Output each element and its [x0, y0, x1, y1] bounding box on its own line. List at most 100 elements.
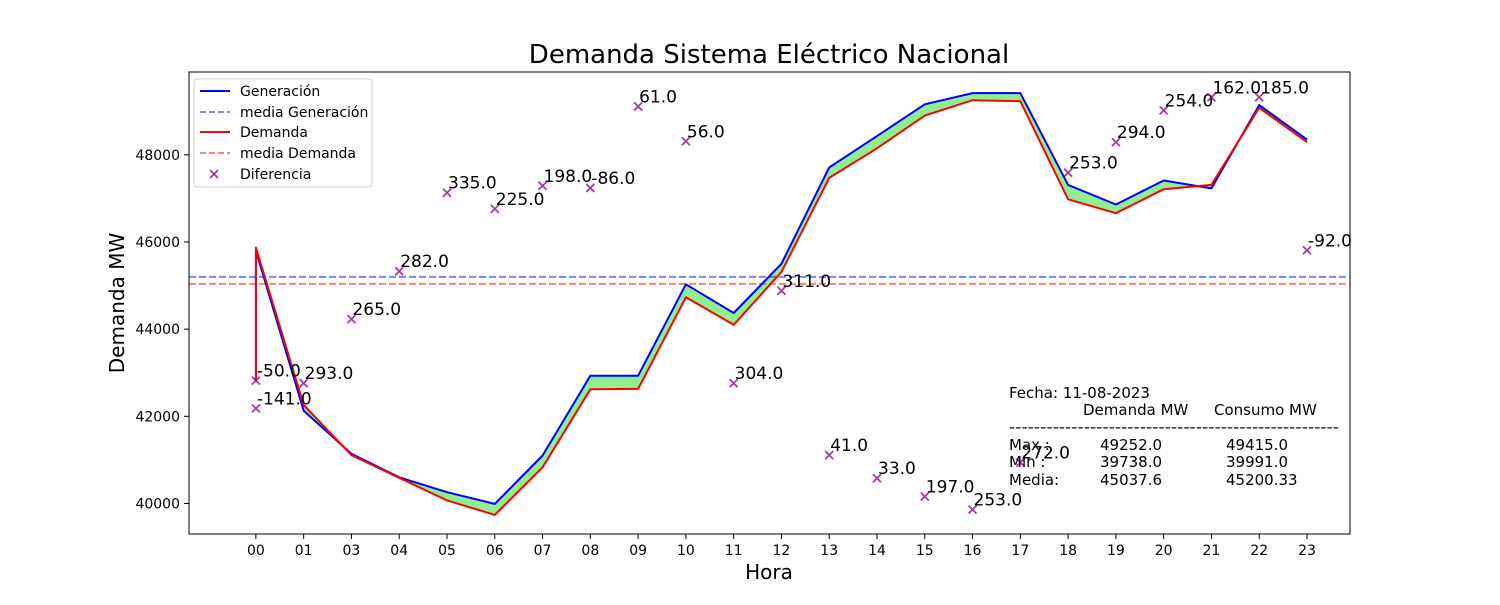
x-tick-label-07: 07 — [534, 543, 552, 559]
diferencia-label-5: 335.0 — [448, 174, 497, 194]
y-axis-label: Demanda MW — [105, 233, 129, 374]
diferencia-marker-11 — [729, 378, 739, 388]
diferencia-label-15: 197.0 — [926, 478, 975, 498]
diferencia-marker-7 — [537, 181, 548, 191]
diferencia-marker-23 — [1302, 245, 1312, 255]
info-media-consumo: 45200.33 — [1226, 471, 1298, 489]
info-min-label: Min : — [1009, 453, 1045, 471]
y-tick-label-48000: 48000 — [135, 148, 180, 164]
diferencia-marker-8 — [585, 183, 595, 193]
diferencia-label-16: 253.0 — [974, 491, 1023, 511]
diferencia-label-13: 41.0 — [830, 436, 868, 456]
diferencia-label-20: 254.0 — [1165, 91, 1214, 111]
diferencia-label-19: 294.0 — [1117, 123, 1166, 143]
chart-title: Demanda Sistema Eléctrico Nacional — [529, 40, 1009, 70]
x-tick-label-20: 20 — [1155, 543, 1173, 559]
diferencia-marker-14 — [872, 473, 882, 483]
legend-frame — [193, 78, 373, 188]
diferencia-marker-9 — [633, 101, 643, 112]
diferencia-marker-3 — [346, 314, 357, 324]
diferencia-label-11: 304.0 — [735, 364, 784, 384]
y-tick-label-44000: 44000 — [135, 322, 180, 338]
diferencia-label-1: -141.0 — [257, 389, 312, 409]
diferencia-marker-17 — [1015, 457, 1025, 468]
info-header-consumo: Consumo MW — [1214, 401, 1317, 419]
info-fecha: Fecha: 11-08-2023 — [1009, 384, 1150, 402]
diferencia-marker-16 — [967, 504, 978, 515]
info-max-label: Max : — [1009, 436, 1050, 454]
info-min-demanda: 39738.0 — [1100, 453, 1162, 471]
diferencia-marker-2 — [299, 378, 309, 388]
diferencia-label-23: -92.0 — [1308, 231, 1352, 251]
diferencia-marker-6 — [490, 204, 500, 214]
diferencia-label-3: 265.0 — [352, 300, 401, 320]
diferencia-marker-22 — [1254, 92, 1264, 102]
diferencia-label-21: 162.0 — [1212, 78, 1261, 98]
x-tick-label-17: 17 — [1011, 543, 1029, 559]
info-min-consumo: 39991.0 — [1226, 453, 1288, 471]
x-tick-label-23: 23 — [1298, 543, 1316, 559]
y-tick-label-40000: 40000 — [135, 496, 180, 512]
plot-frame — [188, 71, 1351, 535]
diferencia-label-8: -86.0 — [591, 169, 635, 189]
diferencia-label-14: 33.0 — [878, 459, 916, 479]
info-media-demanda: 45037.6 — [1100, 471, 1162, 489]
x-tick-label-05: 05 — [438, 543, 456, 559]
diferencia-marker-5 — [442, 188, 452, 198]
diferencia-label-22: 185.0 — [1260, 78, 1309, 98]
demanda-line — [254, 99, 1308, 516]
diferencia-marker-21 — [1206, 92, 1217, 102]
x-tick-label-00: 00 — [247, 543, 265, 559]
diferencia-label-10: 56.0 — [687, 122, 725, 142]
diferencia-marker-15 — [920, 491, 930, 502]
x-tick-label-04: 04 — [390, 543, 408, 559]
diferencia-label-9: 61.0 — [639, 87, 677, 107]
diferencia-marker-0 — [251, 375, 261, 386]
diferencia-marker-20 — [1159, 105, 1169, 115]
y-tick-label-46000: 46000 — [135, 235, 180, 251]
x-tick-label-08: 08 — [581, 543, 599, 559]
y-tick-label-42000: 42000 — [135, 409, 180, 425]
info-box: Fecha: 11-08-2023 Demanda MW Consumo MW … — [1009, 384, 1339, 489]
legend-label-media-generacion: media Generación — [240, 105, 368, 121]
x-tick-label-14: 14 — [868, 543, 886, 559]
diferencia-label-2: 293.0 — [305, 364, 354, 384]
legend-label-generacion: Generación — [240, 84, 320, 100]
x-axis-label: Hora — [745, 560, 793, 584]
x-tick-label-13: 13 — [820, 543, 838, 559]
x-tick-label-03: 03 — [343, 543, 361, 559]
diferencia-label-17: 272.0 — [1021, 444, 1070, 464]
x-tick-label-09: 09 — [629, 543, 647, 559]
diferencia-marker-1 — [251, 403, 261, 414]
diferencia-marker-18 — [1063, 168, 1073, 178]
diferencia-marker-12 — [776, 286, 787, 296]
diferencia-label-4: 282.0 — [400, 252, 449, 272]
info-separator: ----------------------------------------… — [1009, 418, 1339, 436]
x-tick-label-19: 19 — [1107, 543, 1125, 559]
diferencia-label-0: -50.0 — [257, 362, 301, 382]
diferencia-marker-13 — [824, 450, 834, 460]
legend-label-media-demanda: media Demanda — [240, 146, 356, 162]
diferencia-label-12: 311.0 — [782, 272, 831, 292]
info-header-demanda: Demanda MW — [1083, 401, 1189, 419]
x-tick-label-10: 10 — [677, 543, 695, 559]
diferencia-marker-19 — [1111, 137, 1121, 147]
x-tick-label-21: 21 — [1203, 543, 1221, 559]
x-tick-label-06: 06 — [486, 543, 504, 559]
x-tick-label-15: 15 — [916, 543, 934, 559]
diferencia-label-18: 253.0 — [1069, 154, 1118, 174]
legend: Generación media Generación Demanda medi… — [193, 78, 373, 188]
x-tick-label-01: 01 — [295, 543, 313, 559]
x-tick-label-16: 16 — [964, 543, 982, 559]
info-max-consumo: 49415.0 — [1226, 436, 1288, 454]
x-tick-label-11: 11 — [725, 543, 743, 559]
x-tick-label-12: 12 — [773, 543, 791, 559]
diferencia-label-7: 198.0 — [544, 167, 593, 187]
legend-label-diferencia: Diferencia — [240, 167, 311, 183]
diferencia-label-6: 225.0 — [496, 190, 545, 210]
x-tick-label-22: 22 — [1250, 543, 1268, 559]
legend-label-demanda: Demanda — [240, 125, 308, 141]
